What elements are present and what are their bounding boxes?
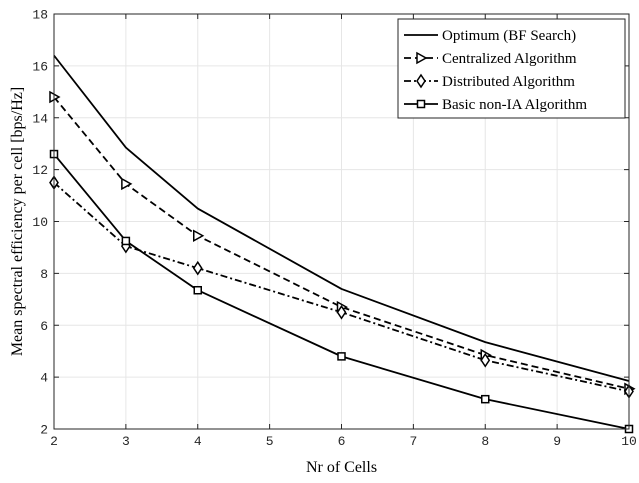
- data-point: [337, 352, 346, 361]
- series-line: [53, 181, 630, 393]
- x-tick-label: 2: [50, 434, 58, 449]
- data-point: [121, 177, 133, 191]
- y-tick-label: 4: [40, 371, 48, 386]
- series-line: [53, 96, 630, 390]
- data-point: [336, 304, 347, 320]
- data-point: [121, 236, 131, 246]
- x-tick-label: 4: [194, 434, 202, 449]
- grid-lines: [54, 14, 629, 429]
- axis-ticks: 2 3 4 5 6 7 8 9 10 2 4 6 8 10 12 14 16 18: [32, 8, 636, 450]
- legend: Optimum (BF Search) Centralized Algorithm…: [397, 18, 626, 119]
- y-tick-label: 16: [32, 59, 48, 74]
- y-tick-label: 12: [32, 163, 48, 178]
- data-point: [481, 394, 490, 404]
- y-tick-label: 14: [32, 111, 48, 126]
- legend-item: Distributed Algorithm: [404, 73, 575, 90]
- legend-item: Centralized Algorithm: [404, 51, 577, 67]
- data-point: [480, 352, 491, 368]
- legend-label: Basic non-IA Algorithm: [442, 97, 587, 113]
- x-tick-label: 9: [553, 434, 561, 449]
- y-tick-label: 2: [40, 423, 48, 438]
- series-line: [53, 54, 630, 382]
- y-tick-label: 8: [40, 267, 48, 282]
- y-tick-label: 6: [40, 319, 48, 334]
- series-3: [49, 175, 634, 399]
- legend-marker: [416, 99, 426, 109]
- y-tick-label: 18: [32, 8, 48, 23]
- legend-item: Basic non-IA Algorithm: [404, 97, 587, 113]
- series-1: [53, 54, 630, 382]
- legend-label: Centralized Algorithm: [442, 51, 577, 67]
- y-axis-label: Mean spectral efficiency per cell [bps/H…: [9, 87, 26, 356]
- x-tick-label: 8: [481, 434, 489, 449]
- data-point: [193, 285, 202, 295]
- legend-marker: [416, 51, 428, 65]
- x-tick-label: 6: [338, 434, 346, 449]
- x-tick-label: 3: [122, 434, 130, 449]
- legend-label: Optimum (BF Search): [442, 28, 576, 44]
- legend-marker: [416, 73, 426, 89]
- x-tick-label: 5: [266, 434, 274, 449]
- x-tick-label: 7: [409, 434, 417, 449]
- x-tick-label: 10: [621, 434, 637, 449]
- data-point: [193, 229, 205, 243]
- series-line: [53, 153, 630, 430]
- legend-label: Distributed Algorithm: [442, 74, 575, 90]
- data-point: [192, 260, 203, 276]
- y-tick-label: 10: [32, 215, 48, 230]
- series-layer: [49, 54, 636, 434]
- x-axis-label: Nr of Cells: [306, 459, 377, 476]
- legend-item: Optimum (BF Search): [404, 28, 576, 44]
